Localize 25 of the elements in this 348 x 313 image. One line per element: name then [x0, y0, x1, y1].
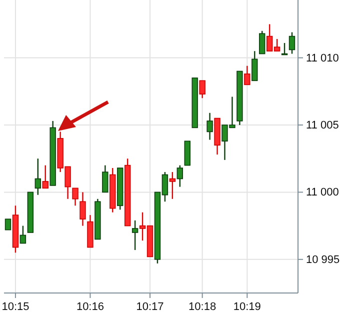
candlestick	[169, 171, 176, 200]
candlestick	[80, 192, 86, 226]
candlestick	[259, 30, 266, 54]
x-tick-label: 10:17	[136, 300, 164, 313]
candlestick	[206, 112, 213, 140]
candlestick	[132, 220, 138, 251]
candlestick	[244, 65, 250, 86]
x-tick-label: 10:15	[2, 300, 30, 313]
candlestick	[199, 80, 206, 99]
candlestick	[72, 188, 78, 206]
candlestick	[176, 164, 183, 188]
y-tick-label: 11 005	[306, 120, 339, 132]
candlestick	[4, 218, 12, 230]
x-tick-label: 10:16	[76, 300, 104, 313]
candlestick	[288, 32, 296, 54]
candlestick	[20, 225, 26, 244]
candlestick	[102, 164, 108, 193]
x-tick-label: 10:19	[233, 300, 261, 313]
y-tick-label: 10 995	[306, 254, 340, 266]
y-tick-label: 11 010	[306, 52, 339, 64]
candlestick	[42, 164, 48, 189]
x-tick-label: 10:18	[188, 300, 216, 313]
candlestick	[34, 158, 41, 196]
candlestick	[252, 50, 258, 82]
y-tick-label: 11 000	[306, 186, 339, 199]
